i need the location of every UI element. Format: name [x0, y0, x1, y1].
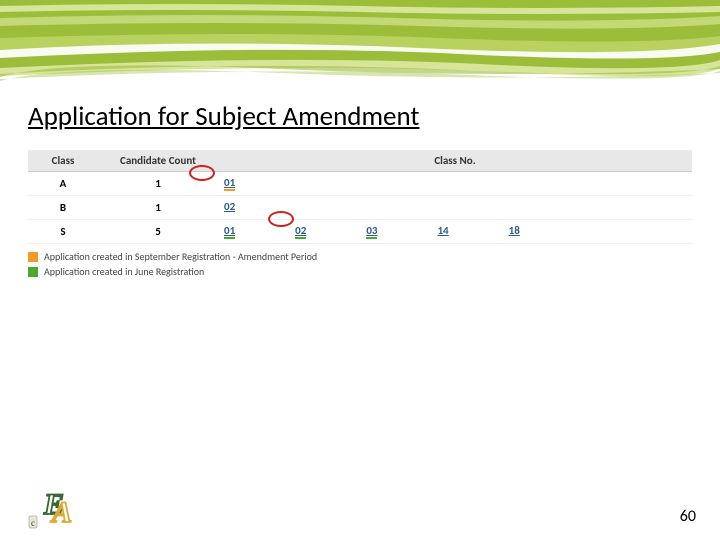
- page-title: Application for Subject Amendment: [28, 100, 419, 133]
- cell-count: 5: [98, 225, 218, 238]
- class-no-link[interactable]: 02: [295, 224, 306, 239]
- class-no-link[interactable]: 01: [224, 224, 235, 239]
- legend-text: Application created in September Registr…: [44, 250, 317, 263]
- amendment-table-area: Class Candidate Count Class No. A1 01 B1 02…: [28, 150, 692, 280]
- logo-a-letter: A: [50, 496, 72, 529]
- table-row: A1 01: [28, 172, 692, 196]
- table-body: A1 01 B1 02 S5 01 02 03 14 18: [28, 172, 692, 244]
- table-row: B1 02: [28, 196, 692, 220]
- legend-swatch: [28, 267, 38, 277]
- class-no-link[interactable]: 18: [509, 224, 520, 239]
- cell-links: 01: [218, 176, 692, 191]
- cell-count: 1: [98, 201, 218, 214]
- cell-class: B: [28, 201, 98, 214]
- cell-links: 01 02 03 14 18: [218, 224, 692, 239]
- logo-c-label: c: [31, 518, 35, 528]
- class-no-link[interactable]: 02: [224, 200, 235, 215]
- table-row: S5 01 02 03 14 18: [28, 220, 692, 244]
- legend-item: Application created in June Registration: [28, 265, 692, 278]
- cell-class: S: [28, 225, 98, 238]
- ea-logo: c E A: [28, 486, 72, 530]
- page-number: 60: [680, 507, 696, 526]
- cell-class: A: [28, 177, 98, 190]
- header-count: Candidate Count: [98, 154, 218, 167]
- legend-item: Application created in September Registr…: [28, 250, 692, 263]
- header-classno: Class No.: [218, 154, 692, 167]
- class-no-link[interactable]: 03: [366, 224, 377, 239]
- header-class: Class: [28, 154, 98, 167]
- legend: Application created in September Registr…: [28, 250, 692, 278]
- table-header-row: Class Candidate Count Class No.: [28, 150, 692, 172]
- class-no-link[interactable]: 01: [224, 176, 235, 191]
- cell-links: 02: [218, 200, 692, 215]
- top-decoration: [0, 0, 720, 95]
- legend-text: Application created in June Registration: [44, 265, 204, 278]
- class-no-link[interactable]: 14: [437, 224, 448, 239]
- cell-count: 1: [98, 177, 218, 190]
- legend-swatch: [28, 252, 38, 262]
